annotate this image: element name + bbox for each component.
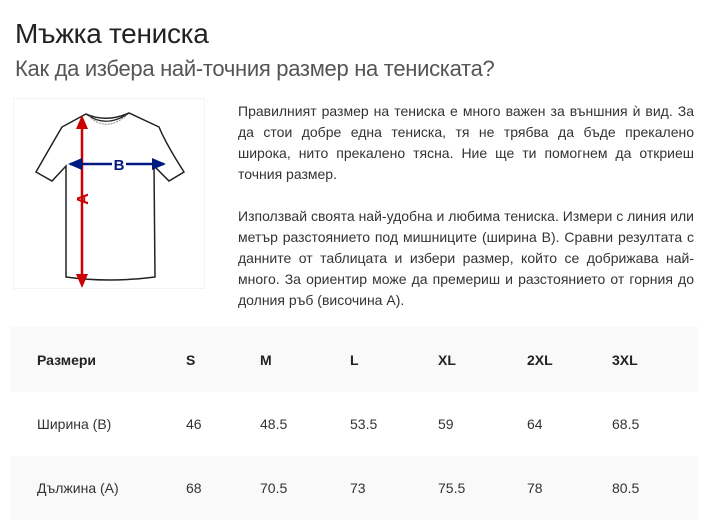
table-row: Ширина (B) 46 48.5 53.5 59 64 68.5 — [10, 392, 698, 456]
table-cell: 68 — [186, 480, 202, 496]
height-arrow-a: A — [75, 115, 92, 288]
size-table: Размери S M L XL 2XL 3XL Ширина (B) 46 4… — [10, 327, 698, 520]
page-subtitle: Как да избера най-точния размер на тенис… — [15, 56, 495, 81]
table-cell: 64 — [527, 416, 543, 432]
header-cell: XL — [438, 351, 456, 368]
table-cell: 73 — [350, 480, 366, 496]
page-title: Мъжка тениска — [15, 18, 209, 49]
table-cell: 75.5 — [438, 480, 466, 496]
header-cell: L — [350, 351, 359, 368]
header-cell: 2XL — [527, 351, 553, 368]
header-cell: S — [186, 351, 196, 368]
table-cell: 68.5 — [612, 416, 640, 432]
description-paragraph: Използвай своята най-удобна и любима тен… — [238, 208, 694, 308]
table-cell: 70.5 — [260, 480, 288, 496]
table-cell: 53.5 — [350, 416, 378, 432]
table-cell: 78 — [527, 480, 543, 496]
row-label: Дължина (A) — [37, 480, 119, 496]
header-cell: 3XL — [612, 351, 638, 368]
label-b: B — [114, 157, 125, 174]
table-cell: 80.5 — [612, 480, 640, 496]
width-arrow-b: B — [68, 157, 166, 174]
table-cell: 46 — [186, 416, 202, 432]
row-label: Ширина (B) — [37, 416, 112, 432]
description-paragraph: Правилният размер на тениска е много важ… — [238, 103, 694, 182]
table-row: Дължина (A) 68 70.5 73 75.5 78 80.5 — [10, 456, 698, 520]
label-a: A — [75, 193, 92, 205]
table-cell: 48.5 — [260, 416, 288, 432]
header-cell: Размери — [37, 351, 97, 368]
description: Правилният размер на тениска е много важ… — [238, 101, 694, 332]
table-cell: 59 — [438, 416, 454, 432]
table-header-row: Размери S M L XL 2XL 3XL — [10, 327, 698, 392]
tshirt-measurement-image: A B — [14, 99, 204, 288]
header-cell: M — [260, 351, 272, 368]
